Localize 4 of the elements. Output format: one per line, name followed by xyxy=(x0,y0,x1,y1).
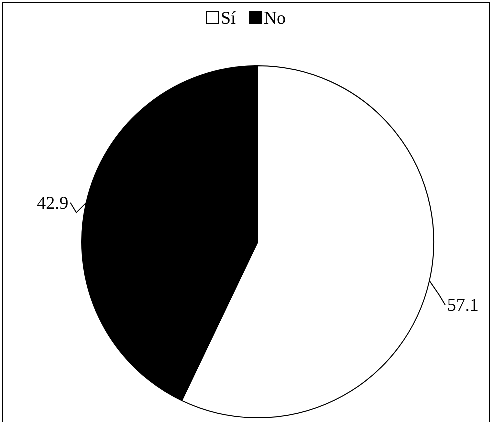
data-label: 57.1 xyxy=(447,295,479,316)
data-label: 42.9 xyxy=(37,192,69,213)
legend-label: No xyxy=(264,8,286,28)
legend-label: Sí xyxy=(220,8,236,28)
